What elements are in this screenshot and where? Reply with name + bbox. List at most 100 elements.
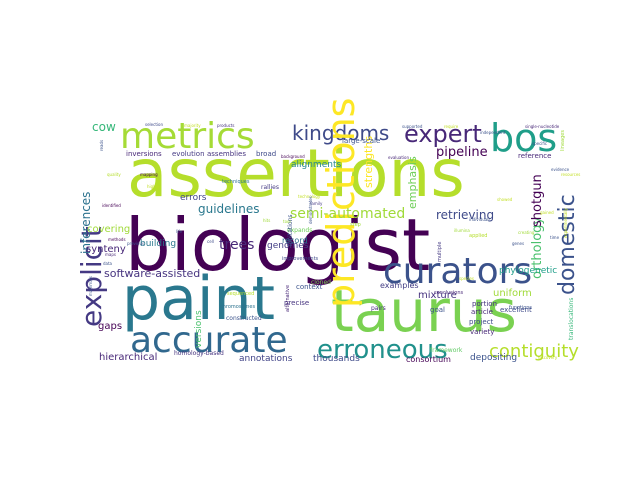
cloud-word-applied: applied <box>469 233 487 239</box>
cloud-word-biologist: biologist <box>125 203 430 287</box>
cloud-word-domestic: domestic <box>555 194 580 295</box>
cloud-word-phylogenetic: phylogenetic <box>499 266 557 276</box>
cloud-word-hits: hits <box>263 218 270 223</box>
cloud-word-constructed: constructed <box>226 315 262 322</box>
cloud-word-gaps: gaps <box>98 321 122 332</box>
cloud-word-consortium: consortium <box>406 355 451 364</box>
cloud-word-inferences: inferences <box>79 192 93 254</box>
cloud-word-functions: functions <box>509 305 532 311</box>
cloud-word-assemblies: assemblies <box>207 150 246 158</box>
cloud-word-lineages: lineages <box>560 130 566 151</box>
cloud-word-genes: genes <box>512 241 524 246</box>
cloud-word-single-nucleotide: single-nucleotide <box>525 124 560 129</box>
cloud-word-experimentally: experimentally <box>563 207 568 238</box>
cloud-word-errors: errors <box>180 193 207 203</box>
cloud-word-thousands: thousands <box>313 354 360 364</box>
cloud-word-software-assisted: software-assisted <box>104 267 200 280</box>
cloud-word-illumina: illumina <box>454 228 470 233</box>
cloud-word-cloned: cloned <box>311 279 331 286</box>
cloud-word-explicit: explicit <box>75 226 108 327</box>
cloud-word-strengths: strengths <box>362 136 375 188</box>
cloud-word-context: context <box>296 283 323 291</box>
cloud-word-conclusions: conclusions <box>434 290 464 296</box>
cloud-word-species: species <box>459 276 474 281</box>
cloud-word-rallies: rallies <box>261 184 279 191</box>
cloud-word-mixture: mixture <box>418 290 457 301</box>
cloud-word-precise: precise <box>284 299 309 307</box>
cloud-word-shotgun: shotgun <box>530 174 545 227</box>
cloud-word-individuals: individuals <box>469 217 491 222</box>
cloud-word-expands: expands <box>287 227 312 234</box>
cloud-word-annotations: annotations <box>239 354 293 364</box>
cloud-word-depositing: depositing <box>470 353 517 363</box>
cloud-word-technology: technology <box>298 194 321 199</box>
cloud-word-limitations: limitations <box>287 215 294 247</box>
cloud-word-translocations: translocations <box>568 298 575 340</box>
cloud-word-article: article <box>471 308 493 316</box>
cloud-word-techniques: techniques <box>222 179 250 185</box>
cloud-word-kingdoms: kingdoms <box>292 121 389 145</box>
cloud-word-resources: resources <box>561 172 580 177</box>
cloud-word-sequenced: sequenced <box>227 291 254 297</box>
cloud-word-selection: selection <box>145 122 163 127</box>
cloud-word-quality: quality <box>107 172 121 177</box>
cloud-word-broad: broad <box>256 150 276 158</box>
cloud-word-time: time <box>550 235 560 240</box>
cloud-word-tool: tool <box>283 219 291 224</box>
cloud-word-variety: variety <box>470 328 494 336</box>
cloud-word-creating: creating <box>518 230 535 235</box>
cloud-word-multiple: multiple <box>437 242 443 262</box>
cloud-word-hierarchical: hierarchical <box>99 352 157 363</box>
cloud-word-erroneous: erroneous <box>317 335 448 365</box>
cloud-word-large-scale: large-scale <box>342 137 380 145</box>
cloud-word-evidence: evidence <box>551 167 570 172</box>
cloud-word-homology-based: homology-based <box>174 350 224 357</box>
cloud-word-bos: bos <box>490 116 557 160</box>
cloud-word-step: step <box>350 222 361 228</box>
cloud-word-alignments: alignments <box>291 160 341 170</box>
cloud-word-pairs: pairs <box>371 305 386 312</box>
cloud-word-specific: specific <box>532 141 547 146</box>
cloud-word-gained: gained <box>540 210 554 215</box>
cloud-word-record: record <box>282 236 308 245</box>
cloud-word-covering: covering <box>87 224 130 235</box>
cloud-word-require: require <box>444 124 459 129</box>
cloud-word-portion: portion <box>472 300 497 308</box>
cloud-word-evolution: evolution <box>172 150 205 158</box>
cloud-word-evaluation: evaluation <box>388 155 410 160</box>
cloud-word-reads: reads <box>99 140 104 151</box>
cloud-word-mammals: mammals <box>88 276 93 296</box>
cloud-word-supported: supported <box>402 124 423 129</box>
cloud-word-orthology: orthology <box>530 217 545 279</box>
cloud-word-pipeline: pipeline <box>436 145 488 160</box>
cloud-word-life: life <box>176 229 183 234</box>
cloud-word-building: building <box>140 239 176 249</box>
cloud-word-assertions: assertions <box>127 135 465 212</box>
cloud-word-independent: independent <box>480 130 506 135</box>
cloud-word-methods: methods <box>108 237 126 242</box>
cloud-word-retrieving: retrieving <box>436 208 494 222</box>
cloud-word-examples: examples <box>380 281 419 290</box>
cloud-word-maps: maps <box>105 252 116 257</box>
cloud-word-predictions: predictions <box>319 98 363 308</box>
cloud-word-highly: highly <box>147 184 160 189</box>
cloud-word-curators: curators <box>383 251 532 292</box>
cloud-word-chromosomes: chromosomes <box>220 304 255 310</box>
cloud-word-emphasis: emphasis <box>406 156 419 209</box>
cloud-word-inversions: inversions <box>126 150 162 158</box>
cloud-word-goal: goal <box>430 306 445 314</box>
cloud-word-semi-automated: semi-automated <box>290 206 405 222</box>
cloud-word-paint: paint <box>122 264 275 334</box>
cloud-word-data: data <box>103 261 113 266</box>
cloud-word-project: project <box>469 318 494 326</box>
cloud-word-previous: previous <box>127 241 144 246</box>
cloud-word-contiguity: contiguity <box>489 341 579 362</box>
cloud-word-genomes: genomes <box>267 241 309 251</box>
cloud-word-uniform: uniform <box>493 288 532 299</box>
cloud-word-expert: expert <box>404 120 482 148</box>
cloud-word-identified: identified <box>102 203 121 208</box>
cloud-word-family: family <box>310 201 323 206</box>
cloud-word-improvements: improvements <box>282 256 319 262</box>
cloud-word-versions: versions <box>194 310 204 348</box>
